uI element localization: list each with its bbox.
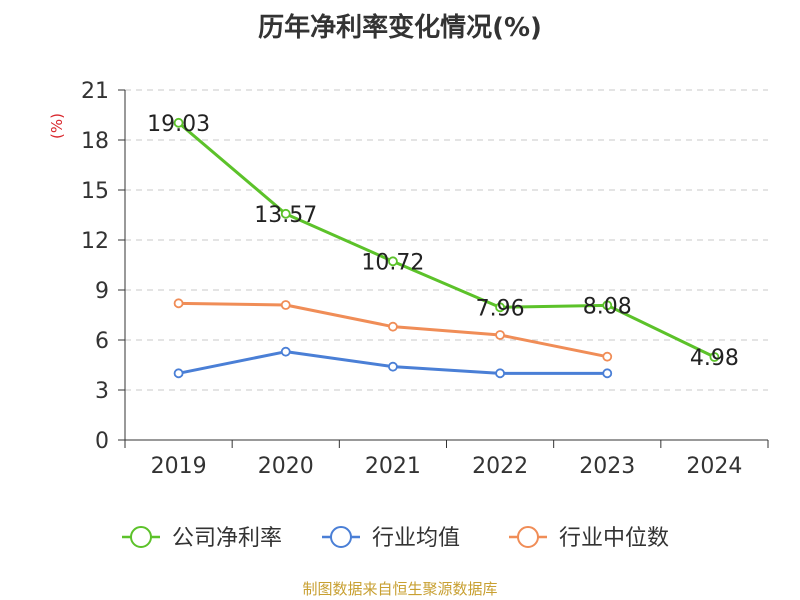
data-point bbox=[280, 208, 291, 219]
y-tick-label: 3 bbox=[95, 379, 109, 404]
source-note: 制图数据来自恒生聚源数据库 bbox=[302, 580, 497, 598]
data-point bbox=[495, 302, 505, 313]
gridlines bbox=[125, 89, 768, 391]
data-label: 7.96 bbox=[476, 296, 525, 321]
data-label: 4.98 bbox=[690, 346, 739, 371]
data-point bbox=[388, 256, 398, 267]
data-point bbox=[495, 368, 505, 379]
data-labels: 19.03 13.57 10.72 7.96 8.08 4.98 bbox=[147, 112, 739, 371]
legend: 公司净利率 行业均值 行业中位数 bbox=[122, 526, 669, 551]
y-tick-label: 0 bbox=[95, 429, 109, 454]
data-point bbox=[495, 330, 505, 340]
y-tick-label: 6 bbox=[95, 329, 109, 354]
data-point bbox=[602, 368, 613, 379]
legend-item-0[interactable]: 公司净利率 bbox=[122, 526, 282, 551]
data-point bbox=[709, 352, 720, 362]
x-tick-label: 2024 bbox=[686, 454, 742, 479]
data-point bbox=[602, 300, 613, 311]
legend-marker bbox=[130, 526, 152, 548]
series-line-0 bbox=[177, 121, 716, 359]
x-tick-label: 2021 bbox=[365, 454, 421, 479]
y-axis-unit-label: (%) bbox=[48, 113, 66, 139]
x-tick-label: 2023 bbox=[579, 454, 635, 479]
series-lines bbox=[173, 117, 720, 379]
x-tick-label: 2020 bbox=[258, 454, 314, 479]
y-tick-label: 9 bbox=[95, 279, 109, 304]
legend-label: 行业均值 bbox=[372, 526, 460, 551]
chart-title: 历年净利率变化情况(%) bbox=[258, 12, 542, 43]
legend-label: 行业中位数 bbox=[559, 526, 669, 551]
data-point bbox=[388, 321, 398, 332]
data-label: 8.08 bbox=[583, 294, 632, 319]
legend-label: 公司净利率 bbox=[172, 526, 282, 551]
data-point bbox=[173, 117, 184, 128]
y-tick-label: 18 bbox=[81, 129, 109, 154]
legend-marker bbox=[330, 526, 352, 548]
y-tick-label: 15 bbox=[81, 179, 109, 204]
data-point bbox=[173, 368, 184, 379]
data-point bbox=[602, 351, 613, 362]
data-point bbox=[280, 346, 291, 357]
data-label: 19.03 bbox=[147, 112, 210, 137]
data-label: 10.72 bbox=[361, 250, 424, 275]
legend-marker bbox=[517, 526, 539, 548]
x-tick-label: 2022 bbox=[472, 454, 528, 479]
x-tick-label: 2019 bbox=[151, 454, 207, 479]
y-tick-label: 21 bbox=[81, 79, 109, 104]
data-point bbox=[280, 300, 291, 310]
data-point bbox=[388, 361, 398, 372]
y-tick-label: 12 bbox=[81, 229, 109, 254]
legend-item-1[interactable]: 行业均值 bbox=[322, 526, 460, 551]
data-point bbox=[173, 298, 184, 309]
data-label: 13.57 bbox=[254, 203, 317, 228]
legend-item-2[interactable]: 行业中位数 bbox=[509, 526, 669, 551]
axes: 0 3 6 9 12 15 18 21 2019 2020 2021 2022 2023 2024 bbox=[81, 79, 769, 479]
